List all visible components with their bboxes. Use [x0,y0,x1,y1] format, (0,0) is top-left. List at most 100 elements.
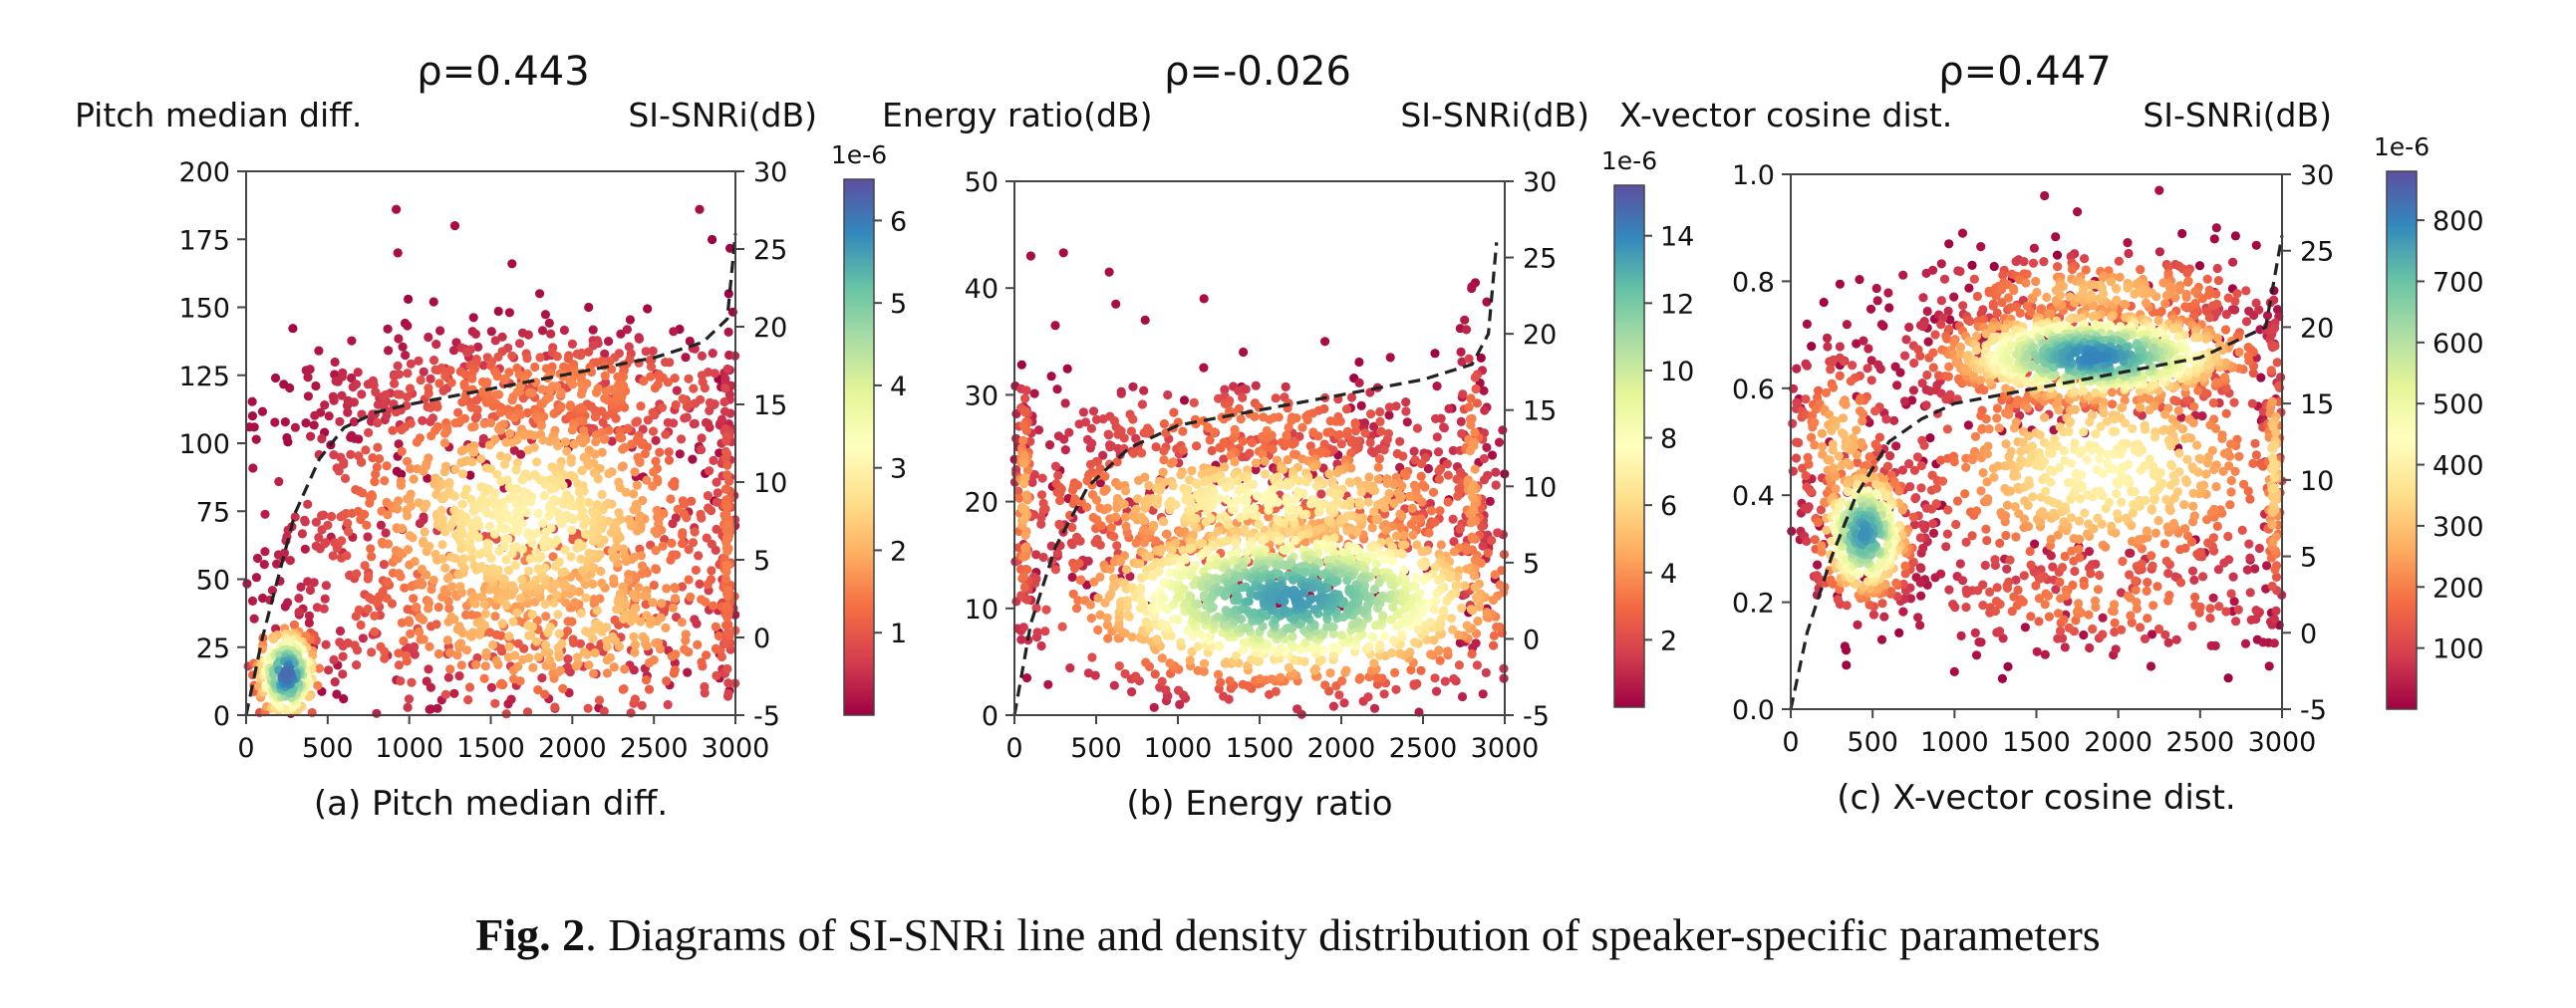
scatter-point [1375,416,1385,426]
scatter-point [567,525,577,536]
scatter-point [559,325,570,336]
scatter-point [1382,478,1392,488]
scatter-point [1284,422,1293,432]
scatter-point [251,573,261,583]
scatter-point [1493,528,1503,538]
scatter-point [1018,572,1028,582]
scatter-point [258,593,268,604]
scatter-point [678,539,688,549]
scatter-point [1126,426,1136,436]
scatter-point [1082,502,1092,512]
scatter-point [594,695,605,705]
scatter-point [1163,389,1173,400]
scatter-point [703,418,714,428]
scatter-point [1342,526,1352,536]
scatter-point [436,505,446,516]
scatter-point [382,594,392,604]
scatter-point [1957,228,1968,238]
scatter-point [545,623,556,632]
scatter-point [1093,625,1103,635]
scatter-point [1199,294,1209,304]
scatter-point [642,475,652,485]
x-tick-label: 2500 [1389,733,1458,764]
scatter-point [493,352,503,362]
scatter-point [393,504,403,514]
scatter-point [1334,690,1344,700]
scatter-point [424,604,433,614]
scatter-point [363,532,373,542]
scatter-point [1046,372,1056,381]
scatter-point [545,385,555,395]
scatter-point [607,546,617,556]
scatter-point [1389,635,1399,645]
scatter-point [1379,689,1389,699]
scatter-point [1865,304,1876,314]
scatter-point [1231,650,1242,660]
scatter-point [1018,552,1028,562]
scatter-point [1086,423,1096,433]
scatter-point [1152,634,1162,644]
scatter-point [486,327,496,337]
scatter-point [437,554,447,564]
scatter-point [538,518,548,529]
scatter-point [1876,320,1886,330]
scatter-point [588,325,598,335]
scatter-point [522,354,532,364]
scatter-point [1230,424,1240,434]
scatter-point [661,429,671,439]
scatter-point [354,605,364,616]
scatter-point [1166,458,1176,468]
scatter-point [1267,674,1277,684]
y2-tick-label: -5 [753,701,780,732]
scatter-point [650,383,661,393]
y2-tick-label: 20 [753,313,787,344]
scatter-point [1416,665,1426,675]
scatter-point [1092,515,1102,525]
scatter-point [1071,604,1082,614]
scatter-point [1288,575,1298,585]
scatter-point [1139,385,1149,395]
colorbar-tick-label: 2 [890,536,907,567]
scatter-point [457,499,467,509]
scatter-point [1462,325,1472,335]
scatter-point [1053,470,1063,480]
scatter-point [532,616,542,626]
scatter-point [530,362,540,373]
scatter-point [303,499,313,509]
scatter-point [1259,494,1270,504]
scatter-point [1302,415,1312,425]
scatter-point [484,521,495,532]
scatter-point [1388,556,1398,566]
scatter-point [1405,647,1415,657]
scatter-point [1231,538,1241,548]
scatter-point [675,449,685,459]
scatter-point [1238,392,1248,402]
scatter-point [1199,658,1210,668]
scatter-point [1491,480,1501,490]
scatter-point [513,638,523,648]
scatter-point [485,628,495,637]
scatter-point [1409,679,1419,689]
y2-tick-label: 30 [1523,167,1557,198]
scatter-point [1481,667,1491,678]
scatter-point [1122,596,1132,606]
scatter-point [290,512,300,522]
right-axis-label: SI-SNRi(dB) [1400,96,1589,134]
scatter-point [624,342,634,352]
scatter-point [294,607,304,618]
scatter-point [481,378,491,388]
scatter-point [332,689,342,699]
scatter-point [1492,622,1502,632]
scatter-point [1813,560,1823,570]
scatter-point [323,520,333,530]
scatter-point [655,373,665,382]
scatter-point [1473,617,1483,627]
scatter-point [623,423,633,433]
y2-tick-label: 15 [753,390,787,421]
scatter-point [1281,381,1290,391]
scatter-point [397,523,408,534]
scatter-point [688,538,699,548]
scatter-point [1297,422,1307,432]
scatter-point [643,415,653,425]
scatter-point [1179,395,1190,405]
